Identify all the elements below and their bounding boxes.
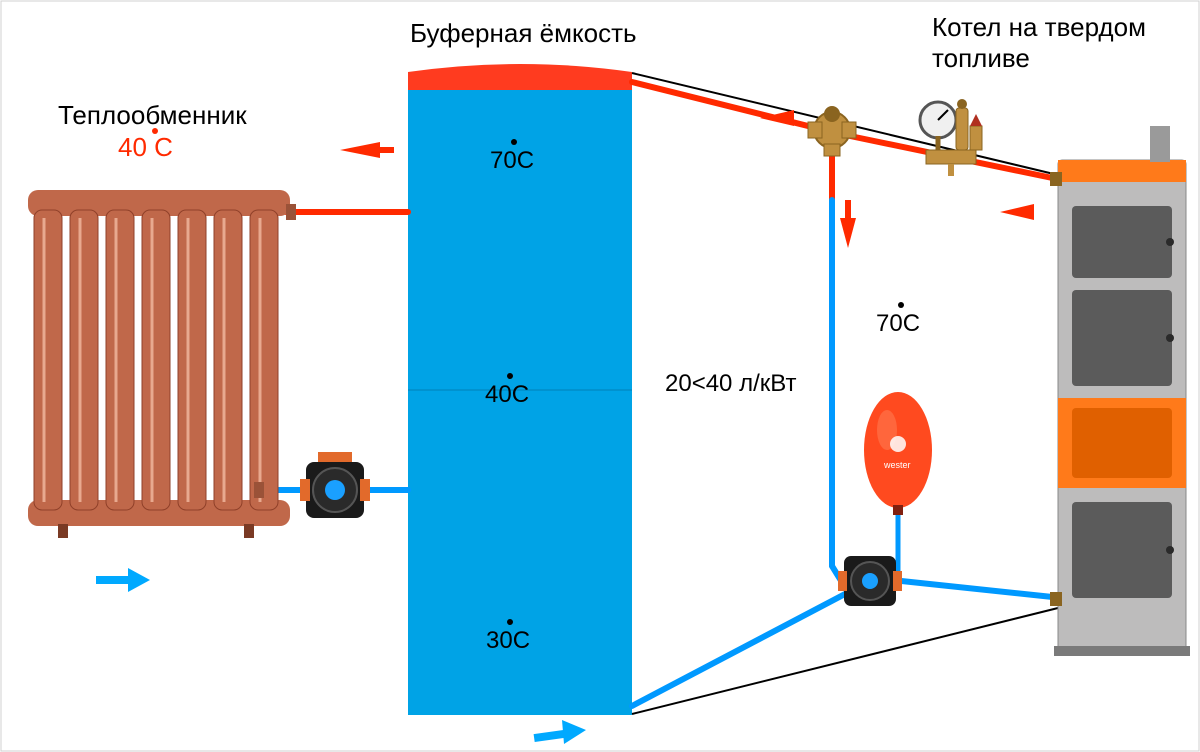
tank-bot-temp: 30С — [486, 627, 530, 654]
tank-mid-temp: 40С — [485, 381, 529, 408]
pump-right-icon — [838, 556, 902, 606]
tank-top-temp: 70С — [490, 147, 534, 174]
expansion-tank-icon: wester — [864, 392, 932, 515]
radiator-icon — [28, 190, 296, 538]
mixing-valve-icon — [808, 106, 856, 156]
svg-text:wester: wester — [883, 460, 911, 470]
boiler-icon — [1050, 126, 1190, 656]
pipes — [260, 82, 1062, 706]
diagram-canvas: 70С 40С 30С — [0, 0, 1200, 752]
safety-group-icon — [920, 99, 982, 176]
pump-left-icon — [300, 452, 370, 518]
